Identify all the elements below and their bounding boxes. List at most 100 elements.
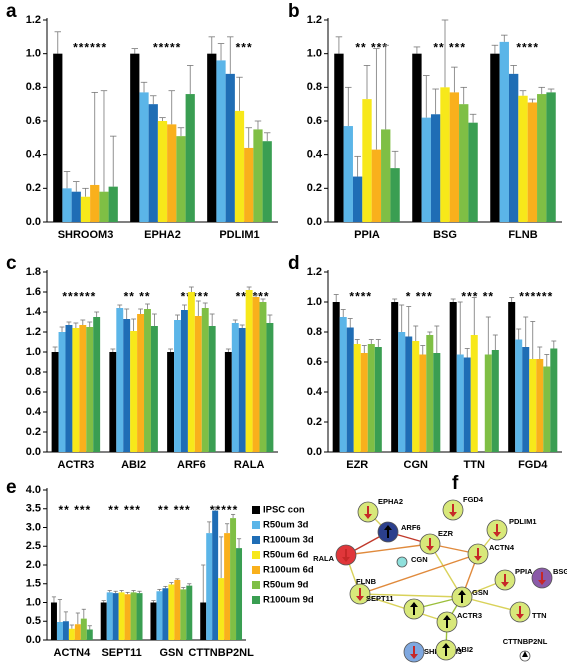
bar (440, 87, 450, 222)
significance: **** (516, 40, 539, 54)
bar (139, 92, 149, 222)
y-tick-label: 0.8 (307, 326, 322, 338)
node-arrowhead (410, 602, 418, 607)
x-tick-label: EPHA2 (144, 229, 181, 241)
bar (130, 331, 138, 452)
y-tick-label: 1.5 (26, 578, 41, 590)
node-label: CTTNBP2NL (503, 637, 548, 646)
bar (137, 314, 145, 452)
y-tick-label: 0.2 (307, 416, 322, 428)
bar (546, 92, 556, 222)
y-tick-label: 0.0 (26, 216, 41, 228)
y-tick-label: 0.4 (307, 149, 323, 161)
bar (391, 302, 399, 452)
bar (353, 344, 361, 452)
bar (374, 347, 382, 452)
bar (334, 53, 344, 222)
bar (130, 53, 140, 222)
bar (433, 353, 441, 452)
bar (194, 316, 202, 452)
bar (157, 121, 168, 222)
bar (148, 104, 158, 222)
bar (224, 533, 231, 640)
bar (218, 578, 225, 640)
bar (150, 326, 158, 452)
bar (390, 168, 400, 222)
node-arrowhead (501, 582, 509, 587)
bar (244, 147, 254, 222)
bar (421, 117, 431, 222)
bar (167, 124, 177, 222)
bar (130, 592, 137, 640)
bar (225, 73, 235, 222)
bar (167, 352, 175, 452)
node-label: PDLIM1 (509, 517, 537, 526)
legend-label: R50um 9d (263, 580, 309, 591)
node-arrowhead (426, 546, 434, 551)
node-label: FGD4 (463, 495, 484, 504)
bar (352, 176, 363, 222)
bar (112, 593, 119, 640)
legend-swatch (252, 581, 260, 589)
bar (456, 354, 464, 452)
y-tick-label: 1.0 (26, 346, 41, 358)
node-label: PPIA (515, 567, 533, 576)
bar (463, 357, 471, 452)
bar (259, 302, 267, 452)
significance: ****** (519, 289, 553, 303)
node-arrowhead (364, 514, 372, 519)
panel-label: d (288, 253, 300, 274)
bar (491, 350, 499, 452)
bar (252, 297, 260, 452)
bar (231, 323, 239, 452)
node-label: ABI2 (456, 645, 473, 654)
panel-label: e (6, 477, 17, 498)
node-arrowhead (342, 557, 350, 562)
bar (62, 188, 72, 222)
node-label: CGN (411, 555, 428, 564)
y-tick-label: 0.8 (26, 366, 41, 378)
bar (106, 592, 113, 640)
bar (360, 353, 368, 452)
panel-label: a (6, 1, 17, 22)
significance: * *** (406, 289, 433, 303)
bar (79, 325, 87, 452)
node-arrowhead (410, 654, 418, 659)
x-tick-label: RALA (234, 459, 265, 471)
node-label: SEPT11 (366, 594, 394, 603)
bar (99, 191, 109, 222)
significance: ** *** (433, 40, 466, 54)
bar (426, 335, 434, 452)
significance: **** (349, 289, 372, 303)
bar (412, 341, 420, 452)
significance: ** *** (355, 40, 388, 54)
panel-label: b (288, 1, 300, 22)
bar (346, 327, 354, 452)
bar (86, 629, 93, 640)
bar (262, 141, 272, 222)
bar (51, 352, 59, 452)
bar (459, 104, 469, 222)
x-tick-label: CTTNBP2NL (188, 647, 254, 659)
y-tick-label: 0.8 (26, 81, 41, 93)
bar (515, 339, 523, 452)
legend-swatch (252, 551, 260, 559)
x-tick-label: ABI2 (121, 459, 146, 471)
y-tick-label: 0.2 (26, 182, 41, 194)
y-tick-label: 0.6 (26, 386, 41, 398)
bar (100, 602, 107, 640)
bar (224, 352, 232, 452)
bar (174, 580, 181, 640)
x-tick-label: FGD4 (518, 459, 548, 471)
bar (176, 136, 186, 222)
bar (116, 308, 124, 452)
bar (230, 518, 237, 640)
y-tick-label: 1.0 (307, 296, 322, 308)
node-label: ARF6 (401, 523, 421, 532)
bar (470, 335, 478, 452)
bar (136, 593, 143, 640)
y-tick-label: 3.5 (26, 503, 41, 515)
bar (68, 628, 75, 640)
bar (245, 290, 253, 452)
